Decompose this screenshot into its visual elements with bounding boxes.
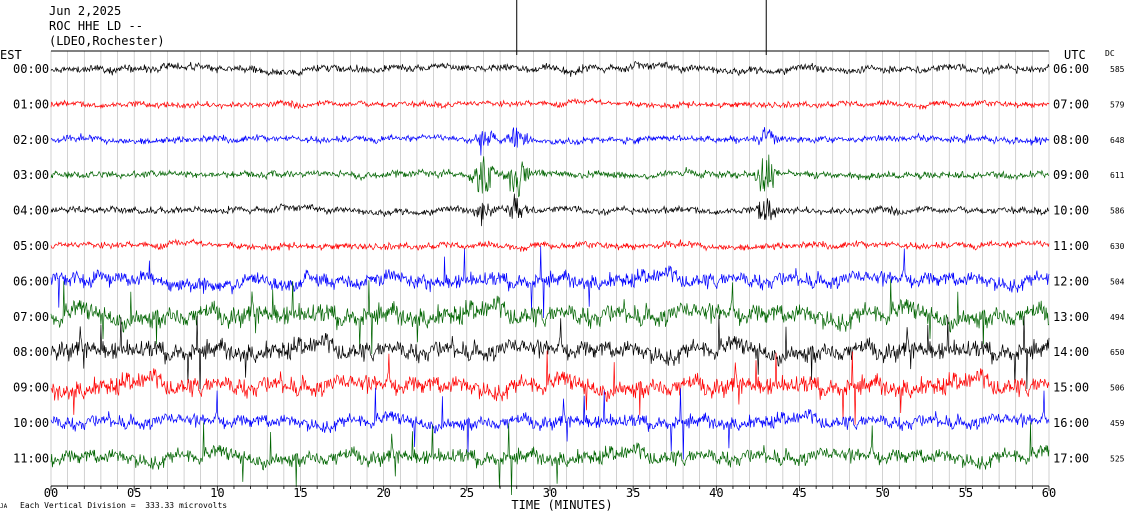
row-label-right: 12:00 [1053, 274, 1089, 288]
row-label-left: 09:00 [13, 381, 49, 395]
trace-row-0000 [50, 60, 1050, 77]
x-tick-label: 45 [792, 486, 806, 500]
row-label-right: 06:00 [1053, 62, 1089, 76]
dc-column-header: DC [1105, 49, 1115, 58]
trace-row-0900 [50, 350, 1050, 425]
row-dc-value: 504 [1110, 277, 1125, 286]
row-label-left: 05:00 [13, 239, 49, 253]
row-label-left: 00:00 [13, 62, 49, 76]
header-date: Jun 2,2025 [49, 4, 122, 18]
row-label-right: 11:00 [1053, 239, 1089, 253]
row-label-right: 13:00 [1053, 310, 1089, 324]
row-label-left: 04:00 [13, 204, 49, 218]
x-tick-label: 35 [626, 486, 640, 500]
x-tick-label: 30 [543, 486, 557, 500]
row-label-right: 14:00 [1053, 345, 1089, 359]
row-dc-value: 585 [1110, 65, 1125, 74]
x-tick-label: 20 [376, 486, 390, 500]
x-tick-label: 50 [875, 486, 889, 500]
x-tick-label: 40 [709, 486, 723, 500]
x-tick-label: 15 [293, 486, 307, 500]
trace-row-1100 [50, 422, 1050, 496]
trace-row-0100 [50, 97, 1050, 110]
trace-row-0800 [50, 315, 1050, 390]
scale-note: Each Vertical Division = 333.33 microvol… [20, 501, 228, 510]
row-label-right: 15:00 [1053, 381, 1089, 395]
trace-row-0400 [50, 193, 1050, 227]
row-dc-value: 525 [1110, 454, 1125, 463]
x-axis-title: TIME (MINUTES) [511, 498, 612, 512]
x-tick-label: 10 [210, 486, 224, 500]
row-label-left: 03:00 [13, 168, 49, 182]
x-tick-label: 00 [44, 486, 58, 500]
row-label-right: 17:00 [1053, 451, 1089, 465]
row-label-left: 08:00 [13, 345, 49, 359]
x-tick-label: 55 [959, 486, 973, 500]
trace-row-1000 [50, 387, 1050, 460]
row-dc-value: 630 [1110, 242, 1125, 251]
x-tick-label: 25 [460, 486, 474, 500]
row-label-left: 06:00 [13, 274, 49, 288]
row-dc-value: 648 [1110, 136, 1125, 145]
axes: 00:00 06:00 585 01:00 07:00 579 02:00 08:00 648 0… [13, 50, 1125, 512]
header-station: ROC HHE LD -- [49, 19, 143, 33]
row-dc-value: 459 [1110, 419, 1125, 428]
row-label-right: 08:00 [1053, 133, 1089, 147]
x-tick-label: 60 [1042, 486, 1056, 500]
row-label-right: 10:00 [1053, 204, 1089, 218]
row-dc-value: 586 [1110, 207, 1125, 216]
row-label-left: 07:00 [13, 310, 49, 324]
row-label-left: 01:00 [13, 97, 49, 111]
trace-row-0500 [50, 238, 1050, 252]
row-label-left: 11:00 [13, 451, 49, 465]
right-timezone-label: UTC [1064, 48, 1086, 62]
row-dc-value: 579 [1110, 100, 1125, 109]
corner-mark: JA [0, 503, 8, 510]
row-label-right: 16:00 [1053, 416, 1089, 430]
row-dc-value: 494 [1110, 313, 1125, 322]
row-label-right: 07:00 [1053, 97, 1089, 111]
header-network: (LDEO,Rochester) [49, 34, 165, 48]
row-dc-value: 650 [1110, 348, 1125, 357]
row-dc-value: 611 [1110, 171, 1125, 180]
seismic-traces [50, 0, 1050, 496]
row-dc-value: 506 [1110, 384, 1125, 393]
row-label-left: 10:00 [13, 416, 49, 430]
x-tick-label: 05 [127, 486, 141, 500]
row-label-left: 02:00 [13, 133, 49, 147]
left-timezone-label: EST [0, 48, 22, 62]
trace-row-0600 [50, 246, 1050, 319]
row-label-right: 09:00 [1053, 168, 1089, 182]
trace-row-0300 [50, 154, 1049, 198]
trace-row-0700 [50, 279, 1050, 355]
trace-row-0200 [50, 127, 1050, 156]
